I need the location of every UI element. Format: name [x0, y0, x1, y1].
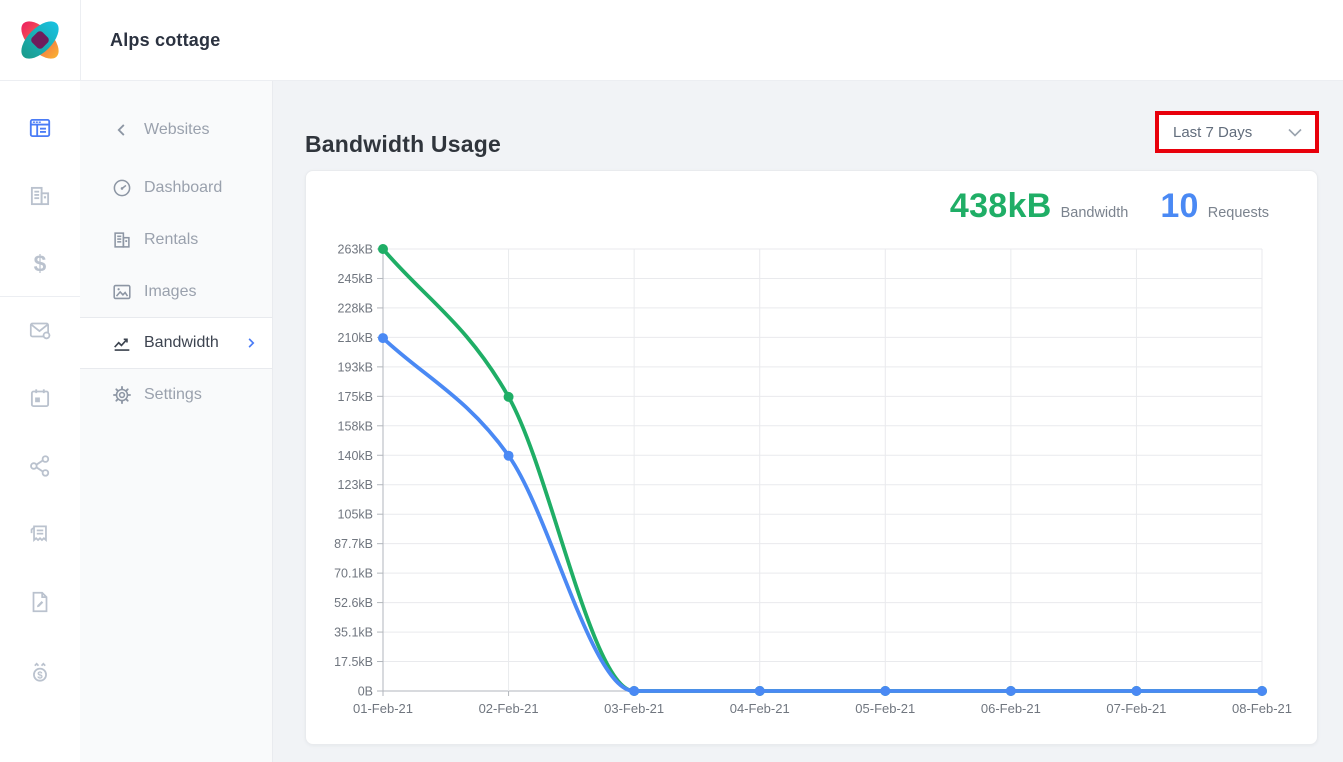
requests-stat-value: 10	[1160, 187, 1199, 225]
rail-item-calendar[interactable]	[26, 384, 54, 412]
bandwidth-stat-label: Bandwidth	[1060, 205, 1129, 221]
sidebar-item-label: Bandwidth	[144, 334, 219, 351]
rail-item-share[interactable]	[26, 452, 54, 480]
svg-text:17.5kB: 17.5kB	[334, 655, 373, 669]
svg-text:228kB: 228kB	[338, 301, 373, 315]
brand-x-logo-icon	[21, 21, 59, 59]
sidebar: Websites Dashboard	[80, 80, 273, 762]
svg-text:70.1kB: 70.1kB	[334, 567, 373, 581]
rail-item-payouts[interactable]: $	[26, 658, 54, 686]
svg-text:05-Feb-21: 05-Feb-21	[855, 701, 915, 716]
svg-text:08-Feb-21: 08-Feb-21	[1232, 701, 1292, 716]
svg-text:175kB: 175kB	[338, 390, 373, 404]
bandwidth-chart-card: 438kB Bandwidth 10 Requests 263kB 245kB 22…	[305, 170, 1318, 745]
svg-text:87.7kB: 87.7kB	[334, 537, 373, 551]
rail-item-email-settings[interactable]	[26, 316, 54, 344]
svg-text:04-Feb-21: 04-Feb-21	[730, 701, 790, 716]
rail-divider	[0, 296, 80, 297]
series-point-Requests	[754, 686, 765, 696]
date-range-select[interactable]: Last 7 Days	[1159, 115, 1315, 149]
rail-item-rentals[interactable]	[26, 182, 54, 210]
usage-stats: 438kB Bandwidth 10 Requests	[950, 187, 1269, 226]
page-heading: Bandwidth Usage	[305, 131, 501, 158]
sidebar-item-dashboard[interactable]: Dashboard	[80, 166, 272, 210]
svg-text:06-Feb-21: 06-Feb-21	[981, 701, 1041, 716]
sidebar-back-websites[interactable]: Websites	[80, 108, 272, 152]
date-range-value: Last 7 Days	[1173, 123, 1253, 141]
svg-text:158kB: 158kB	[338, 419, 373, 433]
money-timer-icon: $	[33, 662, 47, 682]
svg-text:140kB: 140kB	[338, 449, 373, 463]
series-point-Requests	[378, 333, 388, 344]
rail-item-websites[interactable]	[26, 114, 54, 142]
series-point-Requests	[503, 450, 514, 461]
svg-text:52.6kB: 52.6kB	[334, 596, 373, 610]
sidebar-item-settings[interactable]: Settings	[80, 373, 272, 417]
series-point-Bandwidth	[503, 391, 514, 402]
svg-text:210kB: 210kB	[338, 331, 373, 345]
svg-text:01-Feb-21: 01-Feb-21	[353, 701, 413, 716]
series-point-Requests	[880, 686, 891, 696]
series-point-Requests	[1257, 686, 1267, 696]
bandwidth-chart: 263kB 245kB 228kB 210kB 193kB 175kB 158kB 140kB…	[334, 243, 1292, 717]
svg-text:245kB: 245kB	[338, 272, 373, 286]
gear-icon	[110, 383, 134, 407]
bandwidth-stat-value: 438kB	[949, 187, 1052, 225]
chevron-down-icon	[1288, 128, 1302, 137]
series-point-Requests	[629, 686, 640, 696]
chart-line-icon	[110, 331, 134, 355]
layout-icon	[29, 118, 51, 138]
svg-text:0B: 0B	[358, 685, 373, 699]
svg-text:105kB: 105kB	[338, 508, 373, 522]
app-header: Alps cottage	[0, 0, 1343, 81]
svg-text:02-Feb-21: 02-Feb-21	[479, 701, 539, 716]
share-icon	[30, 455, 50, 477]
chevron-left-icon	[110, 118, 134, 142]
series-point-Requests	[1131, 686, 1142, 696]
chevron-right-icon	[242, 334, 260, 352]
svg-text:35.1kB: 35.1kB	[334, 626, 373, 640]
svg-text:07-Feb-21: 07-Feb-21	[1106, 701, 1166, 716]
receipt-icon	[30, 525, 47, 543]
series-point-Bandwidth	[378, 244, 388, 254]
sidebar-item-bandwidth[interactable]: Bandwidth	[80, 317, 272, 369]
sidebar-item-label: Dashboard	[144, 179, 223, 196]
sidebar-item-images[interactable]: Images	[80, 270, 272, 314]
dollar-icon: $	[34, 251, 47, 277]
calendar-icon	[30, 389, 50, 408]
document-edit-icon	[32, 591, 48, 613]
range-dropdown-highlight: Last 7 Days	[1155, 111, 1319, 153]
sidebar-item-rentals[interactable]: Rentals	[80, 218, 272, 262]
svg-text:123kB: 123kB	[338, 478, 373, 492]
sidebar-item-label: Settings	[144, 386, 202, 403]
svg-text:$: $	[34, 251, 47, 277]
svg-text:03-Feb-21: 03-Feb-21	[604, 701, 664, 716]
sidebar-item-label: Images	[144, 283, 197, 300]
gauge-icon	[110, 176, 134, 200]
rail-item-contracts[interactable]	[26, 588, 54, 616]
image-icon	[110, 280, 134, 304]
series-line-Requests	[381, 336, 1264, 693]
series-point-Requests	[1005, 686, 1016, 696]
app-logo[interactable]	[0, 0, 81, 80]
series-line-Bandwidth	[381, 247, 1264, 693]
rail-item-invoices[interactable]	[26, 520, 54, 548]
sidebar-item-label: Rentals	[144, 231, 199, 248]
svg-text:263kB: 263kB	[338, 243, 373, 257]
icon-rail: $	[0, 80, 81, 762]
svg-text:193kB: 193kB	[338, 360, 373, 374]
mail-gear-icon	[29, 322, 51, 340]
building-icon	[30, 186, 50, 206]
svg-text:$: $	[37, 670, 43, 681]
chart-area: 263kB 245kB 228kB 210kB 193kB 175kB 158kB 140kB…	[306, 171, 1317, 744]
rail-item-payments[interactable]: $	[26, 250, 54, 278]
building-icon	[110, 228, 134, 252]
property-title: Alps cottage	[110, 30, 221, 50]
requests-stat-label: Requests	[1207, 205, 1269, 221]
sidebar-back-label: Websites	[144, 121, 210, 138]
